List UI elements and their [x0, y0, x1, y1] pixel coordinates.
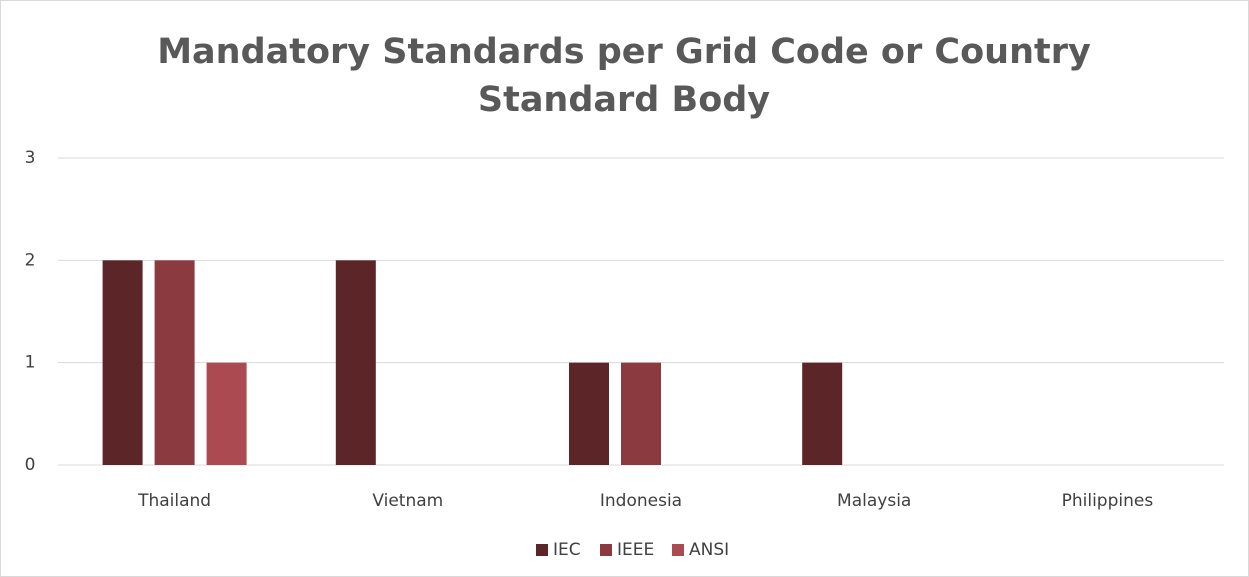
bar: [569, 362, 609, 465]
bar: [102, 260, 143, 465]
y-tick-label: 0: [25, 455, 36, 475]
x-tick-label: Malaysia: [837, 491, 911, 511]
legend-swatch: [672, 544, 684, 556]
legend-swatch: [600, 544, 612, 556]
y-tick-label: 2: [25, 250, 36, 270]
bar: [154, 260, 195, 465]
legend-label: IEEE: [617, 540, 654, 560]
bar: [335, 260, 376, 465]
bar: [621, 362, 661, 465]
legend-label: IEC: [553, 540, 581, 560]
x-tick-label: Philippines: [1062, 491, 1154, 511]
x-tick-label: Vietnam: [372, 491, 443, 511]
legend-swatch: [536, 544, 548, 556]
x-tick-label: Indonesia: [600, 491, 682, 511]
y-tick-label: 3: [25, 148, 36, 168]
y-tick-label: 1: [25, 353, 36, 373]
bar: [802, 362, 843, 465]
legend-label: ANSI: [689, 540, 729, 560]
x-tick-label: Thailand: [137, 491, 211, 511]
bar: [206, 362, 247, 465]
chart-title: Mandatory Standards per Grid Code or Cou…: [157, 32, 1091, 120]
